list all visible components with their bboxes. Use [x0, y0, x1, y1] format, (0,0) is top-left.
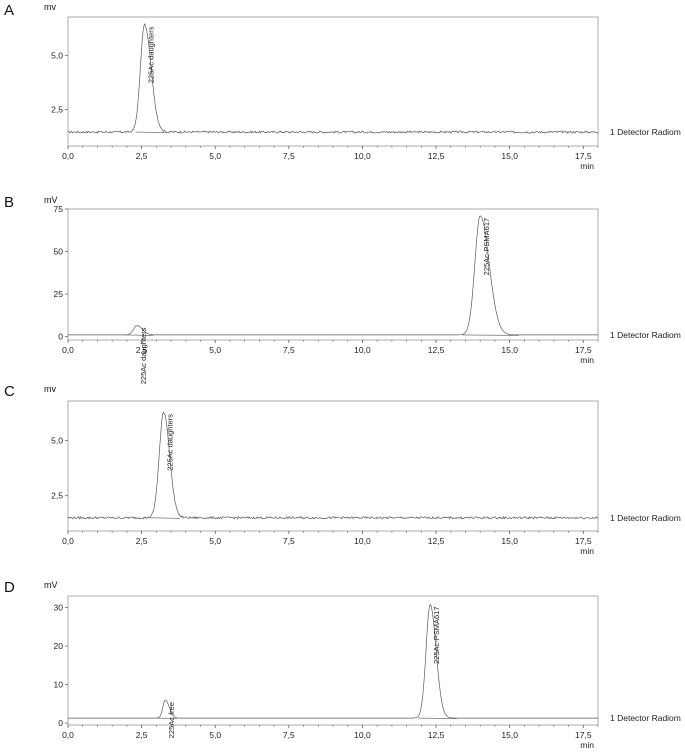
- signal-trace: [67, 22, 599, 134]
- y-tick-label: 75: [54, 204, 64, 214]
- x-tick-label: 15,0: [501, 730, 518, 740]
- x-tick-label: 0,0: [62, 151, 74, 161]
- y-tick-label: 5,0: [51, 436, 63, 446]
- x-tick-label: 12,5: [428, 730, 445, 740]
- plot-frame: [67, 400, 599, 532]
- x-tick-label: 7,5: [283, 151, 295, 161]
- chromatogram-panel-c: C mv 0,0 2,5 5,0 7,5 10,0 12,5 15,0 17,5 min 2,5 5…: [0, 376, 685, 566]
- x-tick-label: 0,0: [62, 730, 74, 740]
- plot-frame: [67, 595, 599, 726]
- y-tick-label: 25: [54, 289, 64, 299]
- y-unit-label: mV: [44, 195, 58, 205]
- x-tick-label: 15,0: [501, 151, 518, 161]
- x-tick-label: 2,5: [136, 536, 148, 546]
- panel-letter: D: [4, 579, 15, 596]
- peak-baseline: [135, 131, 166, 133]
- x-tick-label: 12,5: [428, 151, 445, 161]
- y-unit-label: mv: [44, 384, 56, 394]
- panel-letter: B: [4, 194, 15, 211]
- x-tick-label: 0,0: [62, 345, 74, 355]
- x-tick-label: 5,0: [209, 730, 221, 740]
- peak-label: 225Ac-PSMA617: [432, 606, 441, 664]
- peak-label: 225Ac-PSMA617: [482, 218, 491, 276]
- x-tick-label: 12,5: [428, 536, 445, 546]
- x-tick-label: 7,5: [283, 536, 295, 546]
- peak-label: 225Ac free: [167, 702, 176, 738]
- x-tick-label: 5,0: [209, 151, 221, 161]
- x-unit-label: min: [580, 546, 594, 556]
- y-tick-label: 0: [58, 718, 63, 728]
- y-unit-label: mV: [44, 580, 58, 590]
- signal-trace: [67, 411, 599, 520]
- x-unit-label: min: [580, 355, 594, 365]
- y-tick-label: 50: [54, 247, 64, 257]
- chromatogram-panel-d: D mV 0,0 2,5 5,0 7,5 10,0 12,5 15,0 17,5 min 0 10 2…: [0, 568, 685, 753]
- x-unit-label: min: [580, 161, 594, 171]
- x-tick-label: 15,0: [501, 536, 518, 546]
- panel-letter: C: [4, 383, 15, 400]
- chromatogram-panel-b: B mV 0,0 2,5 5,0 7,5 10,0 12,5 15,0 17,5 min 0 25 5…: [0, 188, 685, 384]
- x-tick-label: 5,0: [209, 536, 221, 546]
- x-tick-label: 7,5: [283, 730, 295, 740]
- y-tick-label: 2,5: [51, 104, 63, 114]
- x-tick-label: 10,0: [354, 536, 371, 546]
- signal-trace: [68, 603, 598, 719]
- x-tick-label: 0,0: [62, 536, 74, 546]
- y-tick-label: 20: [54, 641, 64, 651]
- x-tick-label: 12,5: [428, 345, 445, 355]
- peak-baseline: [123, 334, 154, 336]
- peak-label: 225Ac daughters: [139, 327, 148, 384]
- x-tick-label: 2,5: [136, 151, 148, 161]
- x-tick-label: 15,0: [501, 345, 518, 355]
- peak-baseline: [418, 717, 457, 719]
- x-tick-label: 2,5: [136, 730, 148, 740]
- peak-baseline: [462, 334, 519, 336]
- x-unit-label: min: [580, 740, 594, 750]
- signal-trace: [68, 215, 598, 336]
- x-tick-label: 17,5: [575, 345, 592, 355]
- x-tick-label: 5,0: [209, 345, 221, 355]
- y-tick-label: 2,5: [51, 491, 63, 501]
- peak-baseline: [156, 717, 177, 719]
- x-tick-label: 2,5: [136, 345, 148, 355]
- y-unit-label: mv: [44, 2, 56, 12]
- detector-label: 1 Detector Radiom: [610, 127, 681, 137]
- detector-label: 1 Detector Radiom: [610, 513, 681, 523]
- x-tick-label: 7,5: [283, 345, 295, 355]
- y-tick-label: 5,0: [51, 51, 63, 61]
- peak-label: 225Ac daughters: [166, 414, 175, 471]
- y-tick-label: 0: [58, 332, 63, 342]
- x-tick-label: 10,0: [354, 151, 371, 161]
- y-tick-label: 10: [54, 680, 64, 690]
- chromatogram-panel-a: A mv 0,0 2,5 5,0 7,5 10,0 12,5 15,0 17,5 min 2,5 5…: [0, 0, 685, 185]
- x-tick-label: 17,5: [575, 151, 592, 161]
- x-tick-label: 17,5: [575, 536, 592, 546]
- panel-letter: A: [4, 2, 15, 19]
- x-tick-label: 17,5: [575, 730, 592, 740]
- y-tick-label: 30: [54, 603, 64, 613]
- detector-label: 1 Detector Radiom: [610, 330, 681, 340]
- plot-frame: [67, 208, 599, 341]
- x-tick-label: 10,0: [354, 730, 371, 740]
- peak-label: 225Ac daughters: [147, 26, 156, 83]
- peak-baseline: [150, 517, 180, 519]
- x-tick-label: 10,0: [354, 345, 371, 355]
- detector-label: 1 Detector Radiom: [610, 713, 681, 723]
